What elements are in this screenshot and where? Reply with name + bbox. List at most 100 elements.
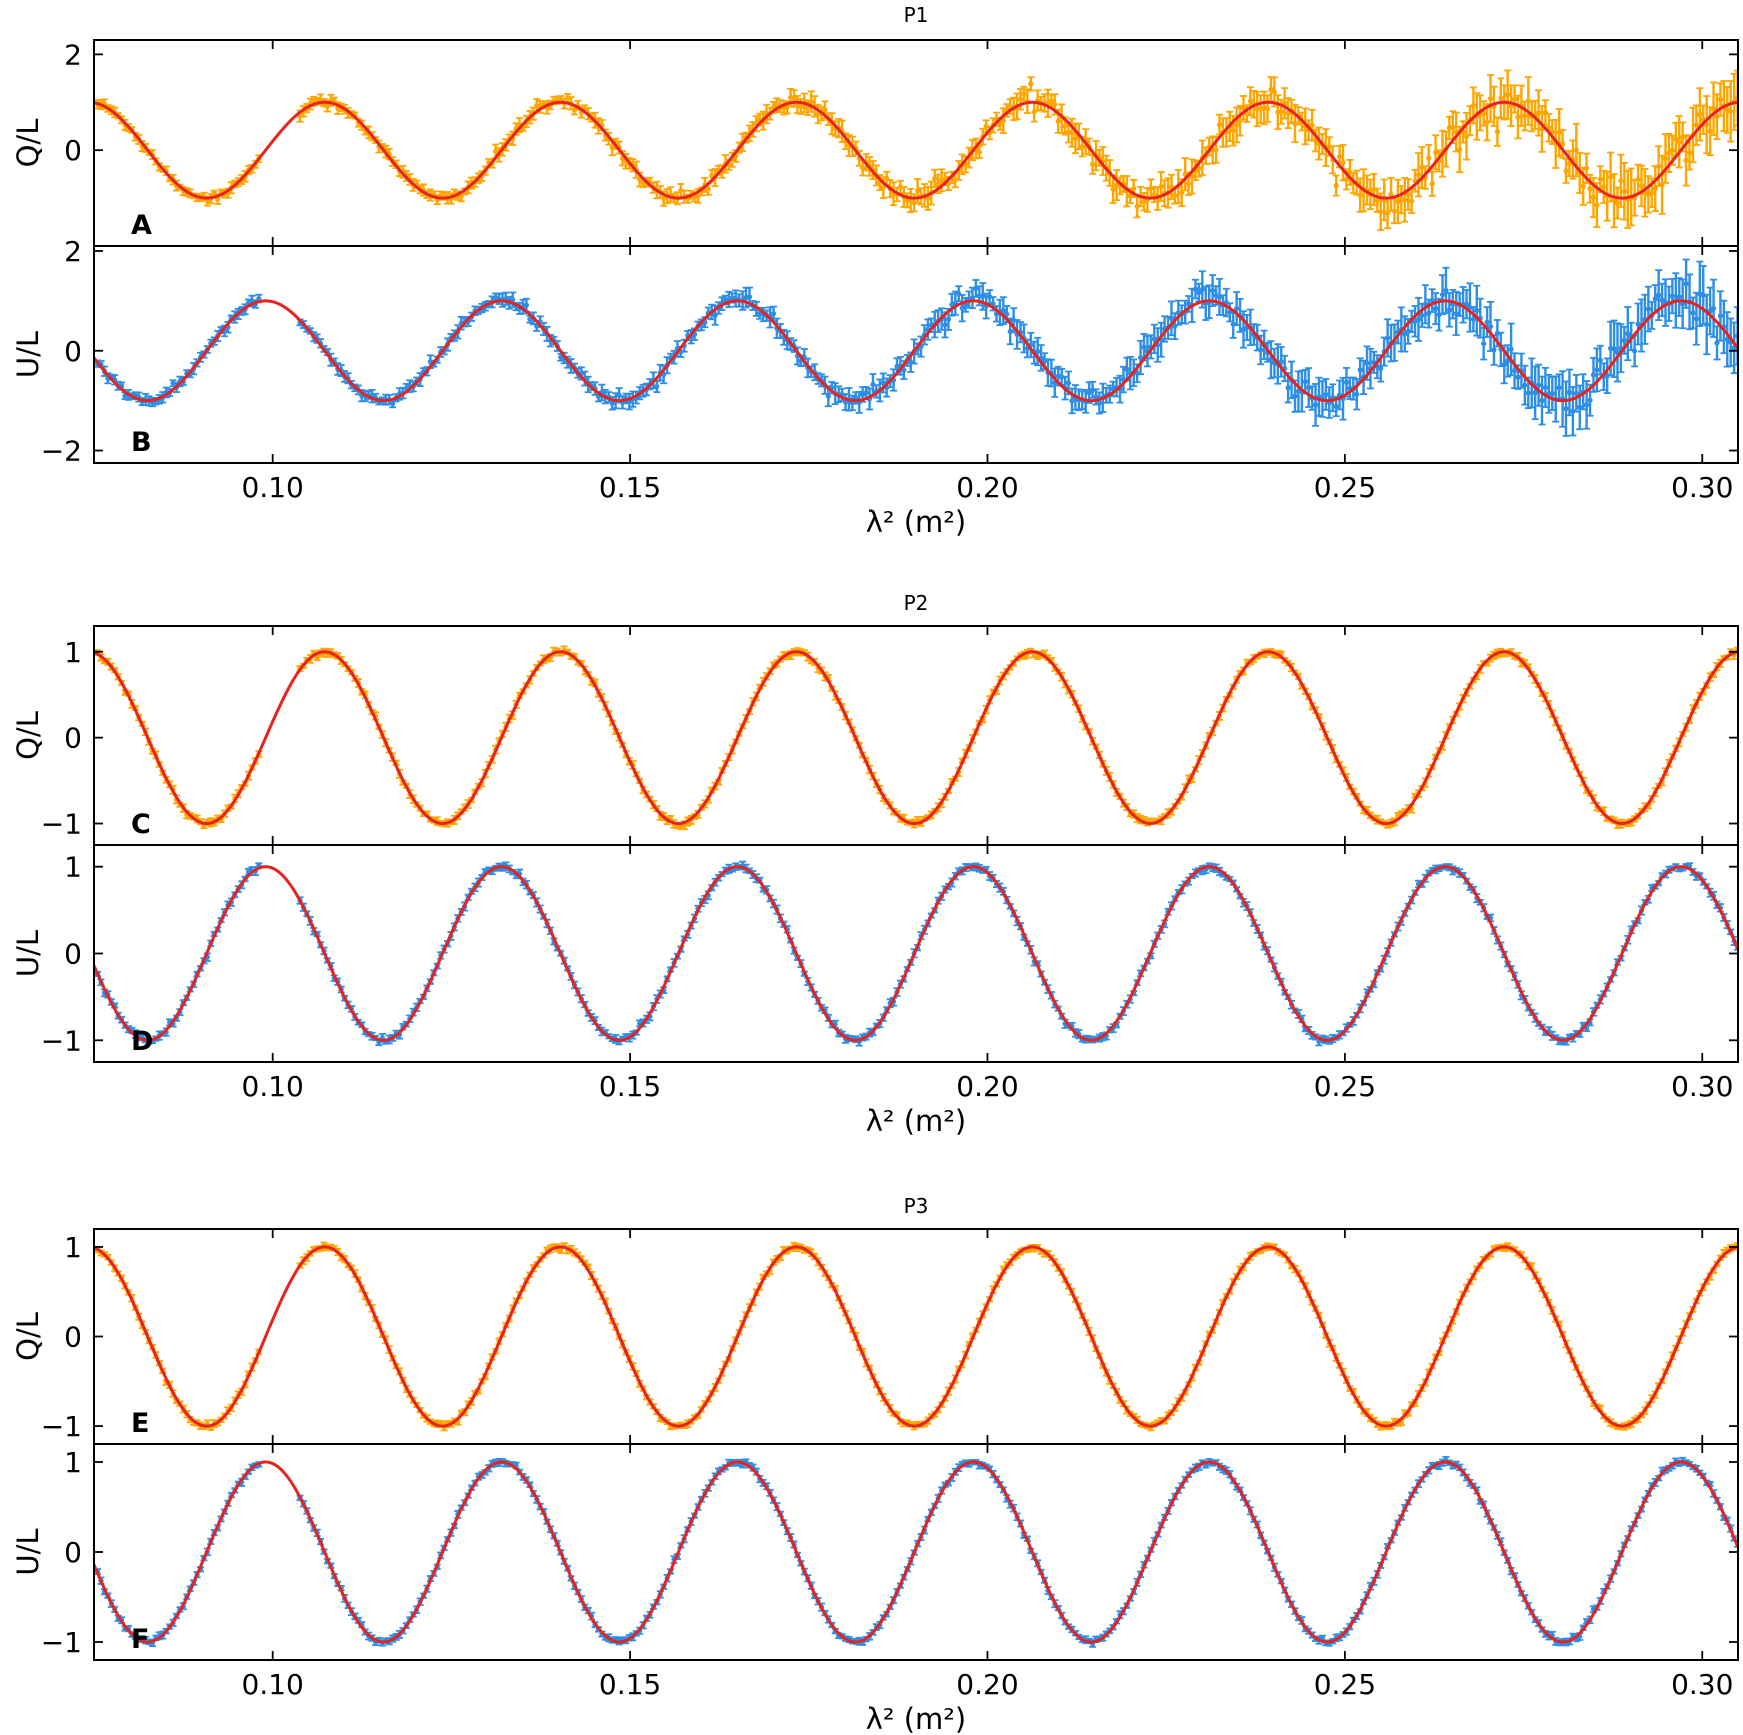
subplot-b: −2 0 2 U/L B <box>11 235 1739 468</box>
data-point <box>1573 390 1579 396</box>
data-point <box>976 149 982 155</box>
model-curve-a <box>94 100 1738 200</box>
data-point <box>1323 391 1329 398</box>
data-point <box>1213 147 1219 153</box>
data-point <box>1710 305 1717 311</box>
data-point <box>1474 308 1480 314</box>
data-point <box>1683 157 1689 163</box>
data-point <box>1340 160 1346 166</box>
data-point <box>770 311 777 317</box>
data-point <box>1378 209 1384 215</box>
data-point <box>1196 165 1202 172</box>
data-point <box>1131 185 1137 192</box>
data-point <box>945 316 952 322</box>
data-point <box>1443 287 1449 294</box>
data-point <box>1302 379 1308 385</box>
data-point <box>1662 155 1669 162</box>
data-point <box>1656 292 1662 298</box>
data-series-c <box>94 645 1738 831</box>
data-point <box>1186 181 1192 187</box>
data-point <box>1556 385 1562 391</box>
data-point <box>1021 91 1027 97</box>
data-point <box>1312 402 1319 408</box>
data-point <box>1481 341 1487 347</box>
data-point <box>1419 312 1425 318</box>
panel-letter-b: B <box>131 427 152 458</box>
data-point <box>1196 289 1202 296</box>
data-point <box>1535 382 1542 388</box>
data-point <box>1453 310 1459 317</box>
data-point <box>654 384 660 390</box>
data-point <box>1549 390 1555 397</box>
data-point <box>1141 344 1147 350</box>
data-point <box>1515 114 1521 120</box>
y-tick-label: 2 <box>64 38 82 71</box>
data-point <box>791 95 797 102</box>
data-point <box>1498 95 1504 101</box>
data-point <box>1704 321 1710 328</box>
data-point <box>1052 101 1058 108</box>
data-point <box>1385 335 1391 341</box>
data-point <box>1697 111 1703 118</box>
data-point <box>1645 306 1651 312</box>
data-point <box>1364 360 1370 366</box>
data-point <box>1247 98 1253 104</box>
data-point <box>705 186 711 192</box>
data-point <box>935 181 941 187</box>
data-point <box>1584 165 1590 171</box>
data-point <box>1271 89 1277 95</box>
data-point <box>1278 109 1284 115</box>
data-point <box>1354 391 1360 397</box>
data-point <box>1457 146 1463 153</box>
data-point <box>1189 173 1195 179</box>
data-point <box>523 302 530 308</box>
data-point <box>1433 306 1439 312</box>
data-point <box>1137 354 1144 361</box>
data-point <box>1556 129 1562 135</box>
data-point <box>1680 301 1686 307</box>
data-point <box>1587 186 1593 192</box>
data-point <box>1151 192 1157 198</box>
data-point <box>1601 184 1607 190</box>
data-point <box>1234 305 1240 312</box>
data-point <box>1374 197 1380 203</box>
data-point <box>1580 183 1586 189</box>
data-point <box>1333 403 1339 410</box>
data-point <box>1048 98 1054 104</box>
data-point <box>1463 301 1470 307</box>
data-point <box>1621 188 1627 194</box>
data-point <box>1357 367 1363 373</box>
data-point <box>1652 296 1658 302</box>
data-point <box>1686 150 1693 156</box>
x-tick-label: 0.20 <box>956 471 1018 504</box>
data-point <box>1669 293 1675 299</box>
data-point <box>1494 129 1501 135</box>
data-point <box>1590 194 1597 201</box>
x-tick-label: 0.10 <box>242 471 304 504</box>
data-point <box>1086 390 1092 396</box>
data-point <box>1505 92 1511 98</box>
data-point <box>1587 397 1593 403</box>
data-point <box>825 393 831 399</box>
data-point <box>1525 390 1531 396</box>
panel-letter-a: A <box>131 210 152 241</box>
data-point <box>1292 393 1298 399</box>
data-point <box>1487 95 1494 102</box>
data-point <box>1065 380 1072 386</box>
plot-area <box>94 645 1738 831</box>
data-point <box>1096 400 1103 406</box>
data-point <box>1669 147 1675 153</box>
x-tick-label: 0.15 <box>599 471 661 504</box>
data-point <box>1234 122 1240 128</box>
data-point <box>1409 198 1415 204</box>
data-point <box>510 297 516 303</box>
data-point <box>1378 365 1384 372</box>
data-point <box>1192 286 1199 292</box>
data-point <box>1522 113 1528 119</box>
data-point <box>1285 385 1291 391</box>
data-point <box>1199 286 1205 293</box>
data-point <box>1240 105 1247 111</box>
